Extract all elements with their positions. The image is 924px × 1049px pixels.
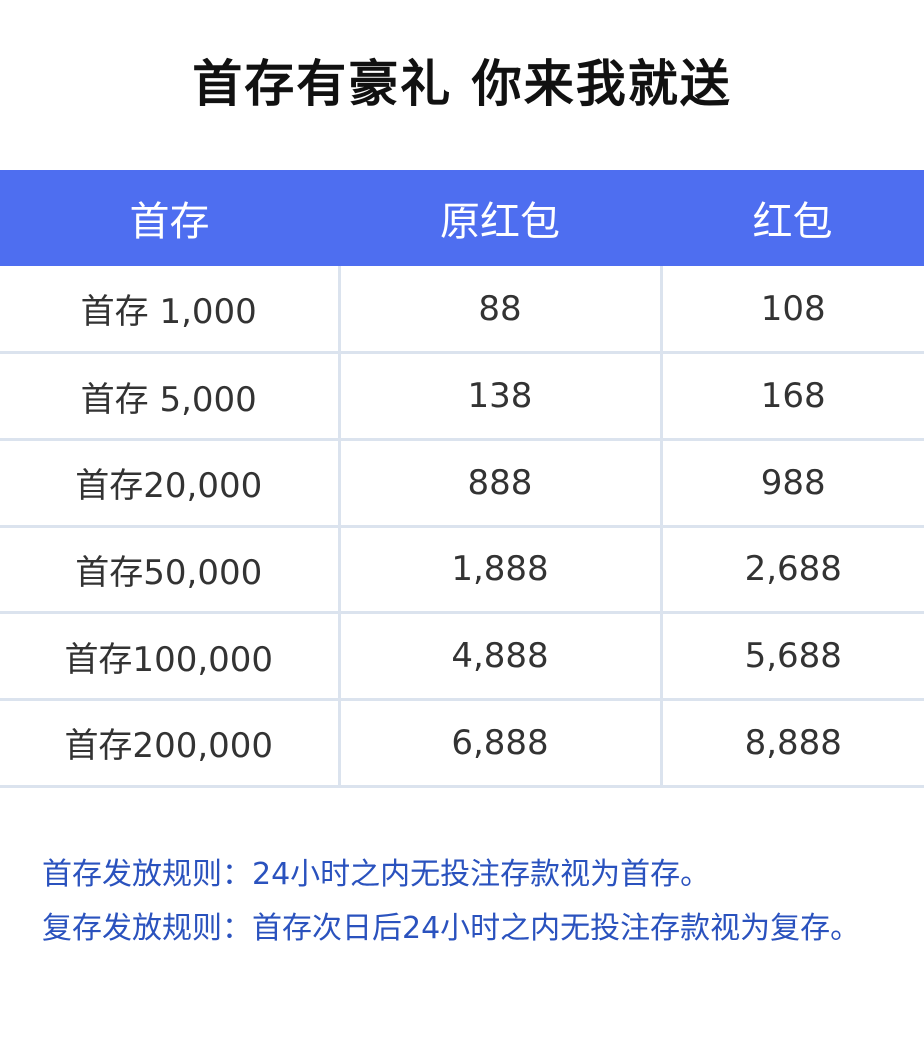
deposit-cell: 首存 1,000	[0, 266, 341, 355]
deposit-cell: 首存50,000	[0, 526, 341, 615]
rules-section: 首存发放规则：24小时之内无投注存款视为首存。 复存发放规则：首存次日后24小时…	[42, 848, 902, 956]
first-deposit-rule: 首存发放规则：24小时之内无投注存款视为首存。	[42, 857, 711, 892]
original-bonus-cell: 88	[339, 266, 663, 355]
table-row: 首存200,000 6,888 8,888	[0, 699, 924, 788]
original-bonus-cell: 6,888	[339, 699, 663, 788]
original-bonus-cell: 888	[339, 439, 663, 528]
header-bonus: 红包	[661, 170, 924, 266]
bonus-cell: 168	[661, 352, 924, 441]
bonus-cell: 5,688	[661, 612, 924, 701]
repeat-deposit-rule: 复存发放规则：首存次日后24小时之内无投注存款视为复存。	[42, 911, 861, 946]
original-bonus-cell: 1,888	[339, 526, 663, 615]
bonus-cell: 8,888	[661, 699, 924, 788]
table-row: 首存 5,000 138 168	[0, 352, 924, 441]
bonus-cell: 2,688	[661, 526, 924, 615]
deposit-cell: 首存20,000	[0, 439, 341, 528]
header-first-deposit: 首存	[0, 170, 339, 266]
bonus-table: 首存 原红包 红包 首存 1,000 88 108 首存 5,000 138 168 首存2…	[0, 170, 924, 788]
bonus-cell: 988	[661, 439, 924, 528]
table-row: 首存50,000 1,888 2,688	[0, 526, 924, 615]
table-row: 首存100,000 4,888 5,688	[0, 612, 924, 701]
header-original-bonus: 原红包	[339, 170, 661, 266]
original-bonus-cell: 138	[339, 352, 663, 441]
table-row: 首存 1,000 88 108	[0, 266, 924, 355]
table-row: 首存20,000 888 988	[0, 439, 924, 528]
deposit-cell: 首存200,000	[0, 699, 341, 788]
deposit-cell: 首存100,000	[0, 612, 341, 701]
bonus-cell: 108	[661, 266, 924, 355]
original-bonus-cell: 4,888	[339, 612, 663, 701]
page-title: 首存有豪礼 你来我就送	[192, 55, 732, 113]
table-header-row: 首存 原红包 红包	[0, 170, 924, 266]
deposit-cell: 首存 5,000	[0, 352, 341, 441]
